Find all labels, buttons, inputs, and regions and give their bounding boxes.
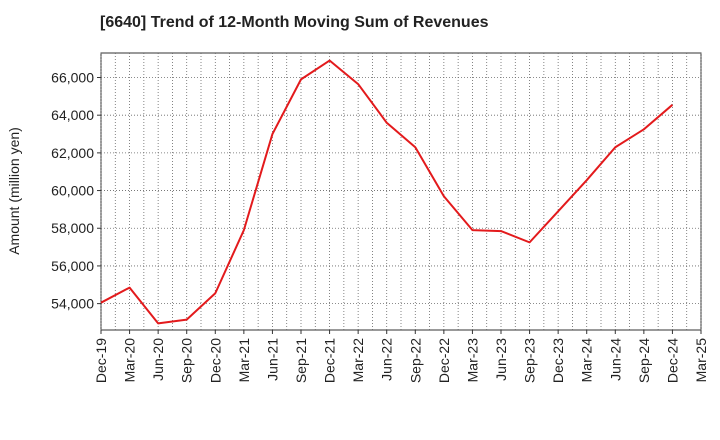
x-tick-label: Sep-21 [293, 338, 309, 383]
y-tick-label: 54,000 [51, 296, 94, 312]
chart-title: [6640] Trend of 12-Month Moving Sum of R… [100, 14, 489, 31]
x-tick-label: Dec-23 [550, 338, 566, 383]
x-tick-label: Sep-24 [636, 338, 652, 383]
x-tick-label: Dec-21 [322, 338, 338, 383]
x-tick-label: Jun-20 [150, 338, 166, 381]
y-axis-title: Amount (million yen) [6, 127, 22, 255]
y-tick-label: 60,000 [51, 183, 94, 199]
x-tick-label: Mar-23 [464, 338, 480, 383]
x-tick-label: Sep-22 [407, 338, 423, 383]
x-tick-label: Mar-25 [693, 338, 709, 383]
y-tick-label: 58,000 [51, 220, 94, 236]
y-tick-label: 56,000 [51, 258, 94, 274]
x-tick-label: Dec-22 [436, 338, 452, 383]
x-tick-label: Mar-21 [236, 338, 252, 383]
x-tick-label: Mar-24 [579, 338, 595, 383]
series [100, 59, 674, 325]
x-tick-label: Jun-22 [379, 338, 395, 381]
y-tick-label: 62,000 [51, 145, 94, 161]
x-tick-label: Mar-20 [122, 338, 138, 383]
x-tick-label: Jun-23 [493, 338, 509, 381]
y-tick-label: 66,000 [51, 69, 94, 85]
x-tick-label: Dec-24 [664, 338, 680, 383]
x-tick-label: Mar-22 [350, 338, 366, 383]
y-tick-label: 64,000 [51, 107, 94, 123]
x-tick-label: Sep-20 [179, 338, 195, 383]
series-line [100, 59, 674, 325]
x-tick-label: Dec-19 [93, 338, 109, 383]
x-tick-label: Dec-20 [207, 338, 223, 383]
axes: 54,000 56,000 58,000 60,000 62,000 64,000 66,0… [51, 69, 709, 383]
x-tick-label: Jun-21 [264, 338, 280, 381]
x-tick-label: Jun-24 [607, 338, 623, 381]
grid [100, 52, 702, 331]
x-tick-label: Sep-23 [522, 338, 538, 383]
